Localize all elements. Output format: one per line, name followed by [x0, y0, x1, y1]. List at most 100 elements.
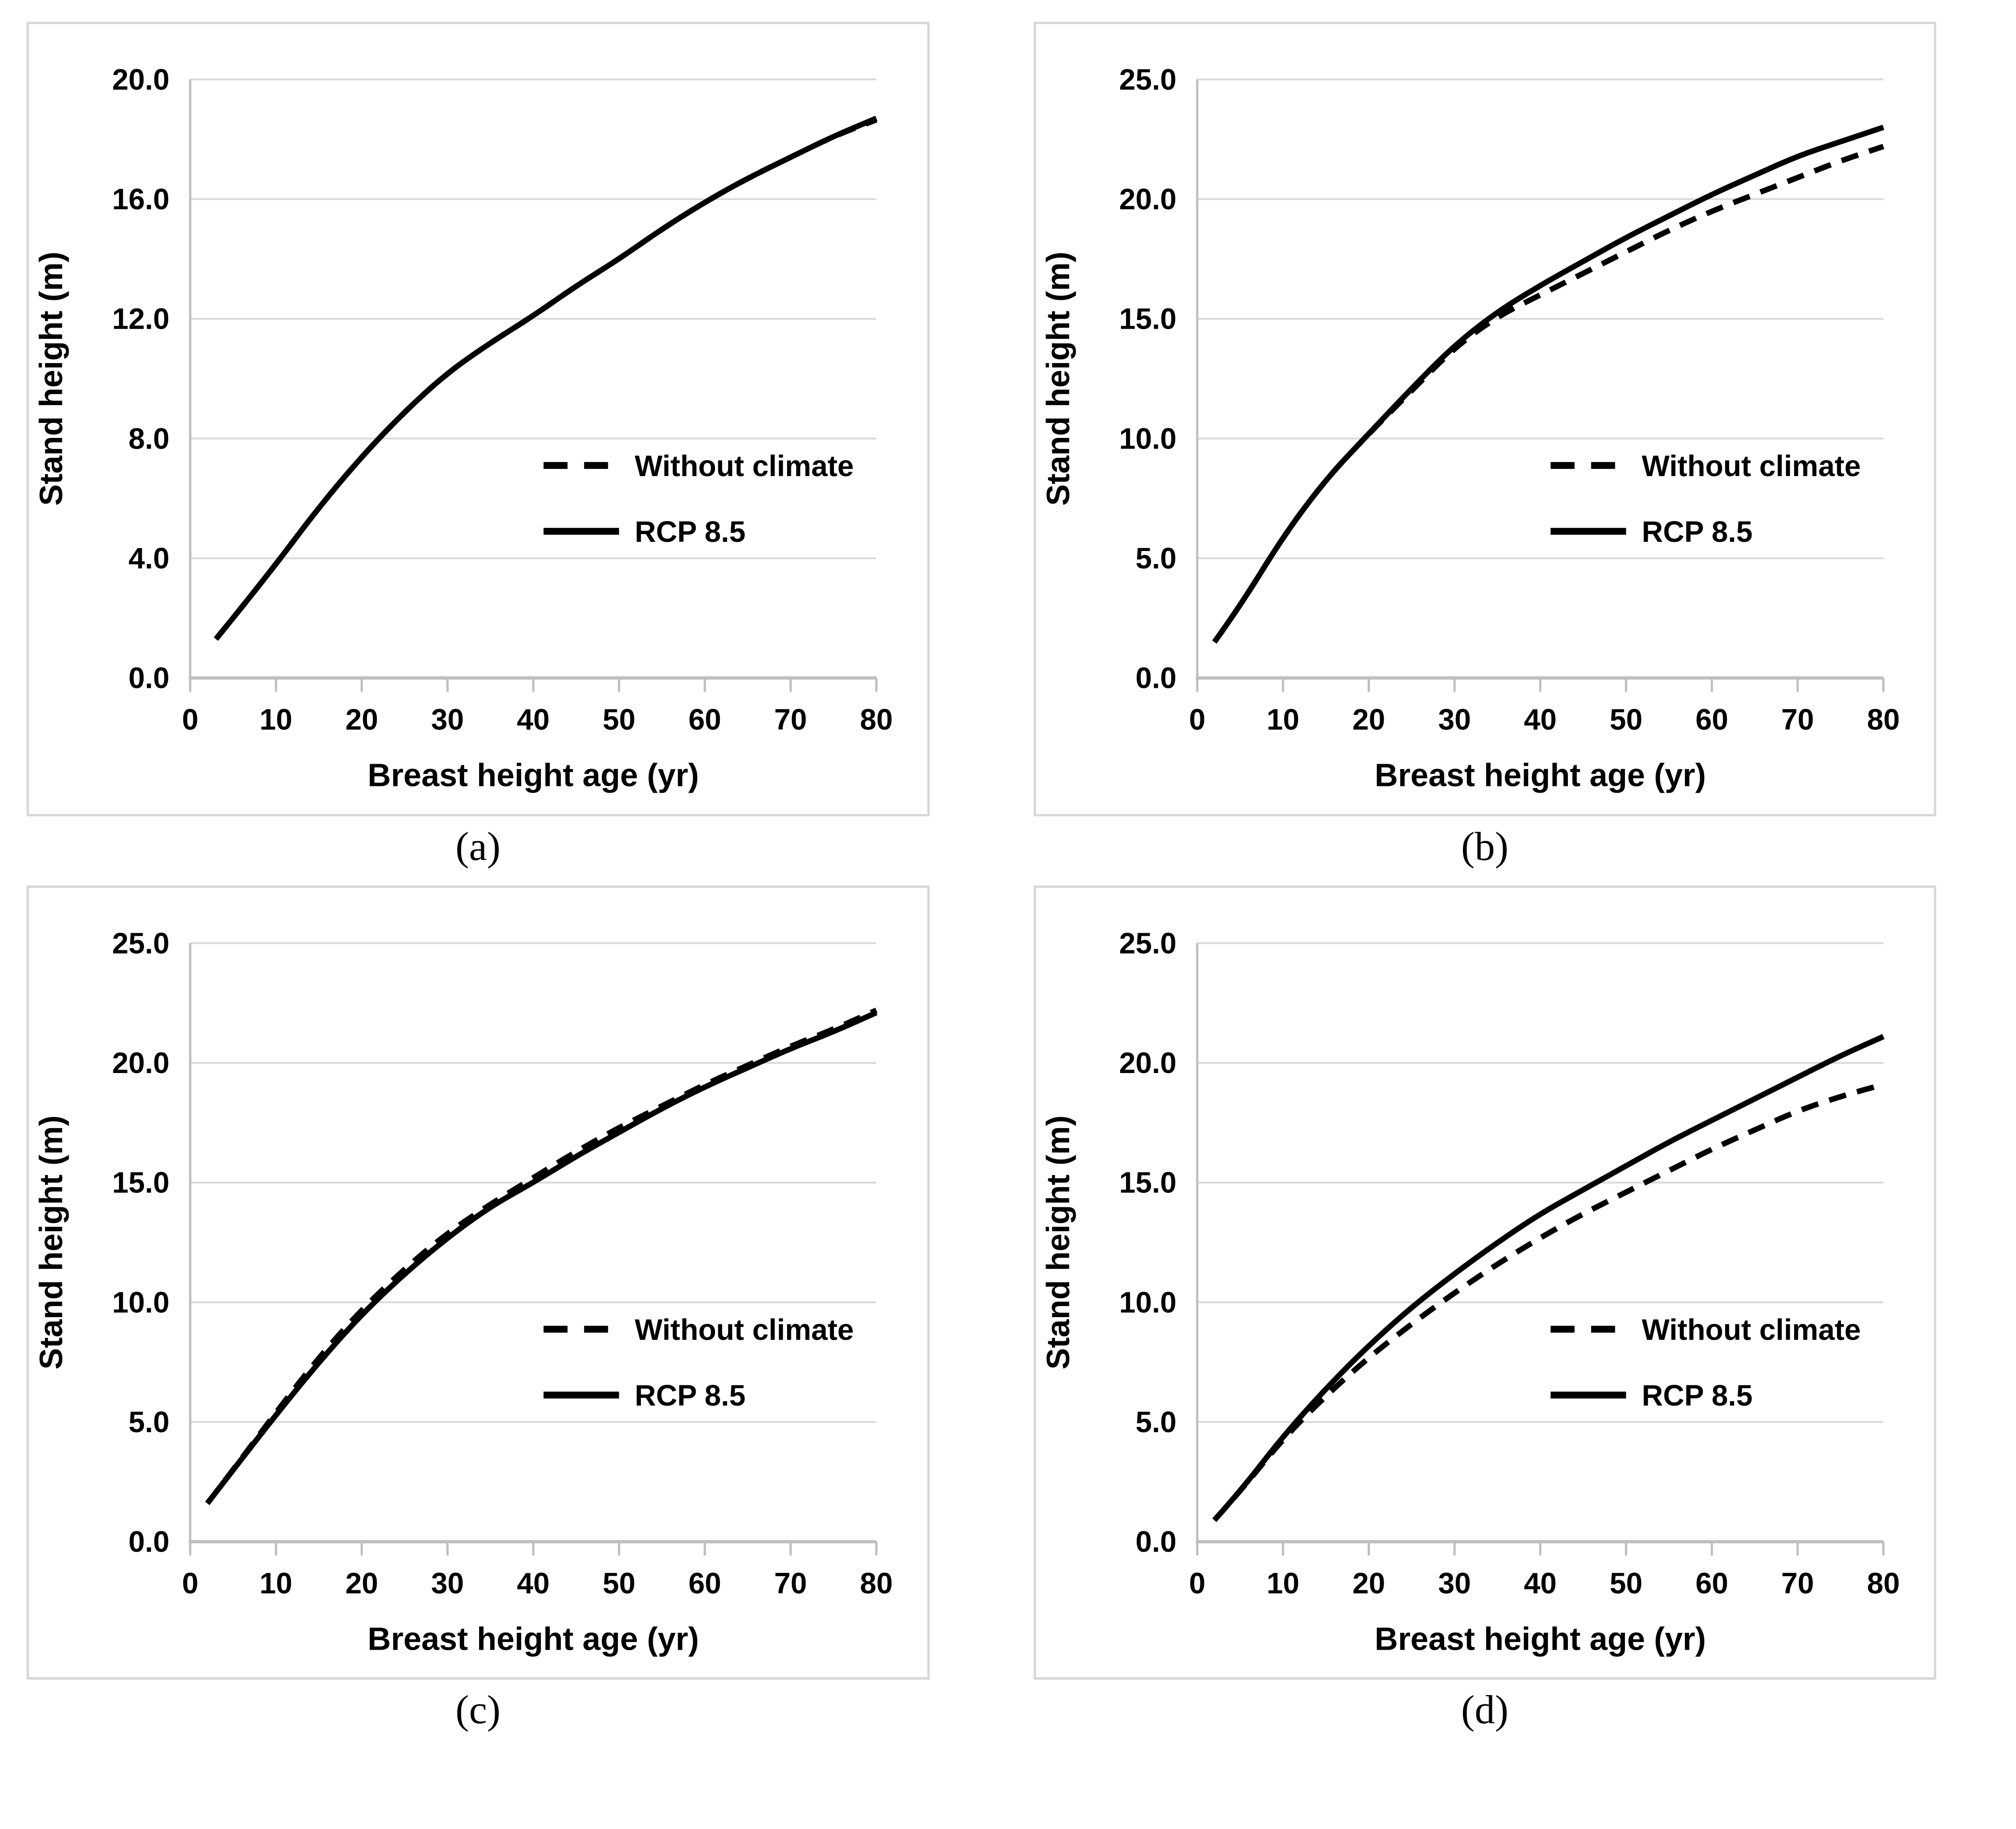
panel-c: 0 10 20 30 40 50 60 70 80 0.0 5.0 10.0 15.0 20.0 25.0 W… — [27, 885, 930, 1746]
legend-label: Without climate — [1641, 450, 1860, 482]
x-tick-label: 80 — [860, 1567, 893, 1599]
x-tick-label: 0 — [182, 703, 198, 736]
x-axis-label: Breast height age (yr) — [1374, 757, 1706, 793]
x-axis-label: Breast height age (yr) — [367, 757, 699, 793]
x-tick-label: 60 — [1695, 1567, 1728, 1599]
panel-b-box: 0 10 20 30 40 50 60 70 80 0.0 5.0 10.0 15.0 20.0 25.0 W… — [1033, 22, 1936, 816]
y-tick-label: 8.0 — [129, 422, 170, 455]
x-tick-label: 60 — [1695, 703, 1728, 736]
y-tick-label: 0.0 — [129, 1525, 170, 1558]
legend-label: RCP 8.5 — [635, 1379, 745, 1412]
y-tick-label: 0.0 — [129, 662, 170, 695]
chart-c: 0 10 20 30 40 50 60 70 80 0.0 5.0 10.0 15.0 20.0 25.0 W… — [34, 927, 893, 1657]
x-tick-label: 10 — [1266, 703, 1299, 736]
panel-caption-a: (a) — [455, 824, 501, 869]
y-axis-label: Stand height (m) — [34, 252, 70, 506]
four-panel-figure: 0 10 20 30 40 50 60 70 80 0.0 4.0 8.0 12.0 16.0 20.0 Wi… — [27, 22, 1936, 1746]
series-line-solid — [205, 1010, 878, 1505]
series-line-solid — [1212, 1033, 1885, 1522]
y-axis-label: Stand height (m) — [1040, 252, 1076, 506]
x-tick-label: 50 — [1609, 1567, 1642, 1599]
x-tick-label: 50 — [603, 703, 636, 736]
panel-c-box: 0 10 20 30 40 50 60 70 80 0.0 5.0 10.0 15.0 20.0 25.0 W… — [27, 885, 930, 1680]
y-tick-label: 10.0 — [1119, 422, 1176, 455]
x-tick-label: 70 — [1781, 1567, 1814, 1599]
x-tick-label: 20 — [345, 1567, 378, 1599]
y-tick-label: 20.0 — [1119, 1046, 1176, 1079]
y-tick-label: 5.0 — [1135, 542, 1176, 575]
x-tick-label: 20 — [345, 703, 378, 736]
panel-caption-c: (c) — [455, 1687, 501, 1733]
x-tick-label: 40 — [1524, 703, 1557, 736]
x-tick-label: 80 — [860, 703, 893, 736]
x-tick-label: 30 — [1438, 703, 1471, 736]
y-tick-label: 20.0 — [112, 63, 170, 96]
chart-d: 0 10 20 30 40 50 60 70 80 0.0 5.0 10.0 15.0 20.0 25.0 W… — [1040, 927, 1899, 1657]
x-tick-label: 30 — [431, 1567, 464, 1599]
y-tick-label: 5.0 — [1135, 1406, 1176, 1438]
x-tick-label: 70 — [1781, 703, 1814, 736]
legend-label: RCP 8.5 — [1641, 515, 1752, 548]
x-tick-label: 20 — [1352, 703, 1385, 736]
y-tick-label: 20.0 — [112, 1046, 170, 1079]
x-tick-label: 20 — [1352, 1567, 1385, 1599]
series-line-dashed — [1212, 144, 1885, 644]
x-tick-label: 40 — [1524, 1567, 1557, 1599]
x-tick-label: 0 — [1189, 703, 1205, 736]
x-tick-label: 80 — [1867, 1567, 1899, 1599]
x-tick-label: 0 — [1189, 1567, 1205, 1599]
panel-b: 0 10 20 30 40 50 60 70 80 0.0 5.0 10.0 15.0 20.0 25.0 W… — [1033, 22, 1936, 883]
y-tick-label: 10.0 — [1119, 1286, 1176, 1319]
x-tick-label: 60 — [688, 703, 721, 736]
y-tick-label: 15.0 — [1119, 1166, 1176, 1199]
y-axis-label: Stand height (m) — [1040, 1115, 1076, 1369]
y-tick-label: 10.0 — [112, 1286, 170, 1319]
x-tick-label: 10 — [260, 703, 292, 736]
y-tick-label: 5.0 — [129, 1406, 170, 1438]
panel-d-box: 0 10 20 30 40 50 60 70 80 0.0 5.0 10.0 15.0 20.0 25.0 W… — [1033, 885, 1936, 1680]
y-tick-label: 25.0 — [1119, 63, 1176, 96]
x-tick-label: 30 — [431, 703, 464, 736]
x-tick-label: 50 — [603, 1567, 636, 1599]
y-tick-label: 15.0 — [1119, 303, 1176, 335]
legend-label: Without climate — [635, 450, 854, 482]
x-tick-label: 40 — [517, 1567, 550, 1599]
series-line-solid — [214, 116, 877, 641]
chart-a: 0 10 20 30 40 50 60 70 80 0.0 4.0 8.0 12.0 16.0 20.0 Wi… — [34, 63, 893, 793]
panel-a-box: 0 10 20 30 40 50 60 70 80 0.0 4.0 8.0 12.0 16.0 20.0 Wi… — [27, 22, 930, 816]
y-tick-label: 12.0 — [112, 303, 170, 335]
panel-a: 0 10 20 30 40 50 60 70 80 0.0 4.0 8.0 12.0 16.0 20.0 Wi… — [27, 22, 930, 883]
x-tick-label: 70 — [774, 1567, 807, 1599]
chart-b: 0 10 20 30 40 50 60 70 80 0.0 5.0 10.0 15.0 20.0 25.0 W… — [1040, 63, 1899, 793]
legend-label: RCP 8.5 — [1641, 1379, 1752, 1412]
y-tick-label: 15.0 — [112, 1166, 170, 1199]
y-axis-label: Stand height (m) — [34, 1115, 70, 1369]
x-axis-label: Breast height age (yr) — [1374, 1621, 1706, 1657]
x-tick-label: 30 — [1438, 1567, 1471, 1599]
y-tick-label: 4.0 — [129, 542, 170, 575]
panel-caption-d: (d) — [1461, 1687, 1509, 1733]
y-tick-label: 25.0 — [1119, 927, 1176, 959]
series-line-dashed — [205, 1007, 878, 1505]
series-line-solid — [1212, 124, 1885, 644]
y-tick-label: 20.0 — [1119, 183, 1176, 216]
x-tick-label: 60 — [688, 1567, 721, 1599]
x-tick-label: 10 — [260, 1567, 292, 1599]
y-tick-label: 0.0 — [1135, 1525, 1176, 1558]
legend-label: Without climate — [635, 1313, 854, 1346]
panel-caption-b: (b) — [1461, 824, 1509, 869]
legend-label: RCP 8.5 — [635, 515, 745, 548]
x-tick-label: 70 — [774, 703, 807, 736]
y-tick-label: 25.0 — [112, 927, 170, 959]
x-tick-label: 10 — [1266, 1567, 1299, 1599]
x-tick-label: 50 — [1609, 703, 1642, 736]
y-tick-label: 0.0 — [1135, 662, 1176, 695]
y-tick-label: 16.0 — [112, 183, 170, 216]
legend-label: Without climate — [1641, 1313, 1860, 1346]
x-tick-label: 0 — [182, 1567, 198, 1599]
x-axis-label: Breast height age (yr) — [367, 1621, 699, 1657]
series-line-dashed — [214, 117, 877, 641]
x-tick-label: 40 — [517, 703, 550, 736]
series-line-dashed — [1212, 1081, 1884, 1522]
x-tick-label: 80 — [1867, 703, 1899, 736]
